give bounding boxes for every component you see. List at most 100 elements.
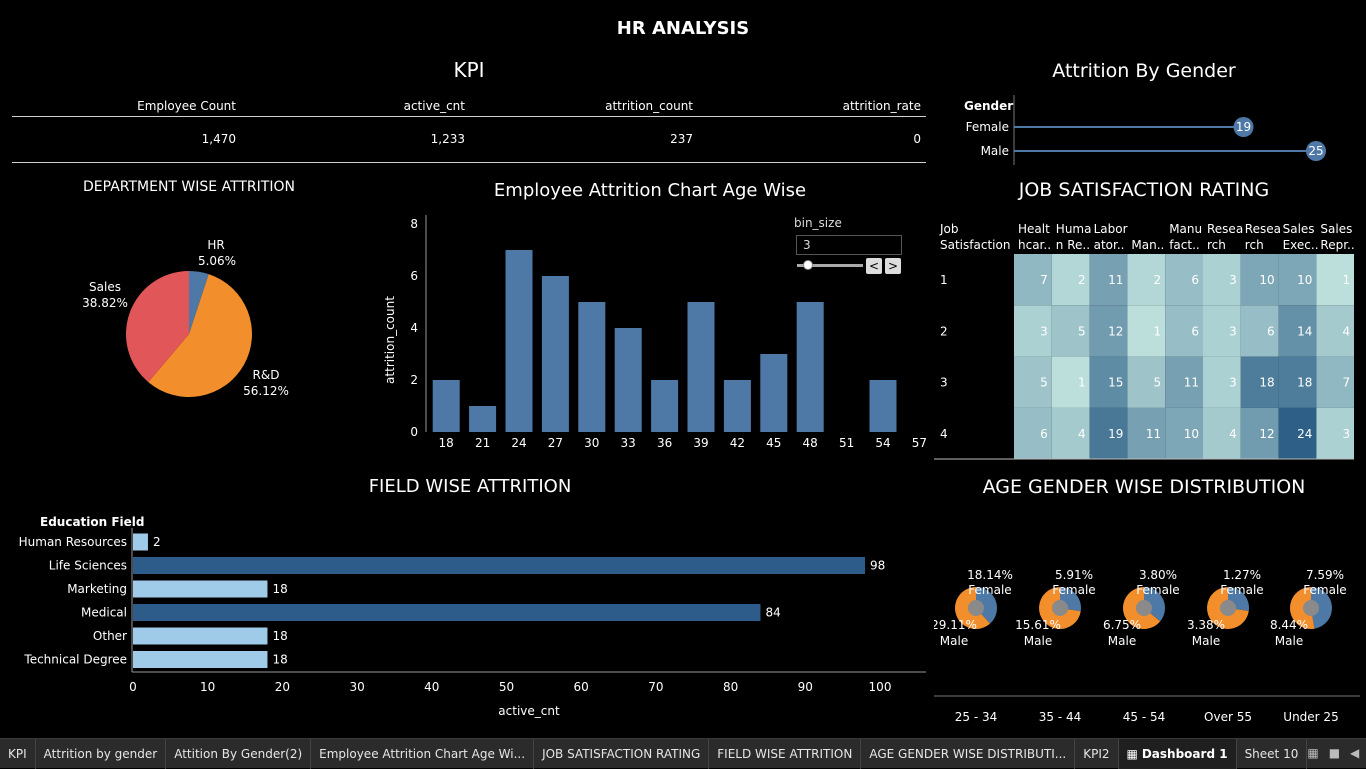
prev-sheet-icon[interactable]: ◀ (1350, 746, 1360, 760)
field-bar[interactable] (133, 604, 761, 621)
heatmap-cell[interactable] (1014, 254, 1052, 306)
bin-size-input[interactable]: 3 (796, 235, 902, 255)
field-bar[interactable] (133, 627, 268, 645)
tab-sheet-10[interactable]: Sheet 10 (1237, 738, 1308, 769)
heatmap-cell[interactable] (1127, 305, 1166, 357)
age-bar[interactable] (469, 406, 497, 432)
heatmap-cell[interactable] (1014, 356, 1052, 408)
age-bar[interactable] (687, 302, 715, 432)
heatmap-cell[interactable] (1127, 356, 1166, 408)
tab-employee-attrition-chart[interactable]: Employee Attrition Chart Age Wi... (311, 738, 535, 769)
age-bar[interactable] (760, 354, 788, 432)
heatmap-cell[interactable] (1165, 305, 1203, 357)
tab-kpi[interactable]: KPI (0, 738, 36, 769)
heatmap-cell[interactable] (1316, 305, 1354, 357)
dept-slice-sales[interactable] (125, 271, 189, 383)
heatmap-cell[interactable] (1316, 254, 1354, 306)
heatmap-cell[interactable] (1278, 305, 1317, 357)
age-gender-slice-female[interactable] (976, 587, 997, 624)
field-bar[interactable] (133, 557, 866, 574)
age-gender-slice-male[interactable] (1290, 587, 1315, 629)
heatmap-cell[interactable] (1278, 356, 1317, 408)
heatmap-cell[interactable] (1240, 254, 1279, 306)
tab-job-satisfaction[interactable]: JOB SATISFACTION RATING (534, 738, 710, 769)
film-strip-icon[interactable]: ▦ (1307, 746, 1319, 760)
heatmap-cell[interactable] (1316, 356, 1354, 408)
heatmap-cell[interactable] (1089, 254, 1128, 306)
age-bar[interactable] (578, 302, 606, 432)
field-category-label: Other (93, 629, 127, 643)
heatmap-cell[interactable] (1051, 356, 1090, 408)
heatmap-cell[interactable] (1278, 407, 1317, 460)
age-bar[interactable] (541, 276, 569, 432)
bin-size-slider-track[interactable] (797, 264, 863, 267)
field-x-tick: 10 (200, 680, 215, 694)
heatmap-cell-value: 10 (1297, 273, 1312, 287)
heatmap-cell[interactable] (1089, 356, 1128, 408)
age-bar[interactable] (432, 380, 460, 432)
heatmap-cell[interactable] (1014, 407, 1052, 460)
tab-dashboard-1[interactable]: ▦ Dashboard 1 (1118, 738, 1237, 769)
heatmap-cell[interactable] (1165, 356, 1203, 408)
heatmap-cell[interactable] (1203, 356, 1241, 408)
heatmap-cell[interactable] (1014, 305, 1052, 357)
heatmap-cell[interactable] (1240, 356, 1279, 408)
heatmap-cell[interactable] (1165, 407, 1203, 460)
tab-attrition-by-gender-2[interactable]: Attition By Gender(2) (166, 738, 312, 769)
field-bar-value: 84 (765, 606, 780, 620)
lollipop-dot-male[interactable] (1306, 141, 1326, 161)
grid-view-icon[interactable]: ■ (1328, 746, 1341, 760)
age-bar[interactable] (651, 380, 679, 432)
age-gender-slice-female[interactable] (1144, 587, 1165, 622)
dept-slice-hr[interactable] (189, 271, 209, 334)
heatmap-cell[interactable] (1165, 254, 1203, 306)
bin-size-prev-button[interactable]: < (866, 258, 882, 274)
heatmap-cell[interactable] (1127, 407, 1166, 460)
age-gender-female-label: Female (1220, 583, 1263, 597)
tab-kpi2[interactable]: KPI2 (1075, 738, 1119, 769)
lollipop-dot-female[interactable] (1233, 117, 1254, 137)
field-x-tick: 100 (869, 680, 892, 694)
age-bar[interactable] (796, 302, 824, 432)
heatmap-cell[interactable] (1127, 254, 1166, 306)
field-bar[interactable] (133, 651, 268, 668)
field-x-tick: 90 (798, 680, 813, 694)
tab-field-wise-attrition[interactable]: FIELD WISE ATTRITION (709, 738, 862, 769)
age-bar[interactable] (505, 250, 533, 432)
tab-age-gender-distribution[interactable]: AGE GENDER WISE DISTRIBUTI... (861, 738, 1076, 769)
heatmap-cell[interactable] (1203, 407, 1241, 460)
kpi-header-employee-count: Employee Count (137, 99, 236, 113)
age-gender-slice-female[interactable] (1311, 587, 1332, 629)
age-bar[interactable] (869, 380, 897, 432)
age-gender-male-label: 3.38% (1187, 618, 1225, 632)
tab-attrition-by-gender[interactable]: Attrition by gender (36, 738, 167, 769)
heatmap-cell[interactable] (1240, 407, 1279, 460)
heatmap-cell[interactable] (1203, 305, 1241, 357)
dashboard-title: HR ANALYSIS (616, 18, 750, 39)
heatmap-cell-value: 3 (1229, 324, 1237, 338)
heatmap-cell-value: 6 (1267, 324, 1275, 338)
bin-size-next-button[interactable]: > (885, 258, 901, 274)
heatmap-cell[interactable] (1240, 305, 1279, 357)
age-gender-female-label: Female (1136, 583, 1179, 597)
heatmap-cell[interactable] (1089, 407, 1128, 460)
age-bar[interactable] (614, 328, 642, 432)
field-bar[interactable] (133, 533, 148, 551)
heatmap-cell-value: 3 (1229, 376, 1237, 390)
field-bar[interactable] (133, 580, 268, 598)
heatmap-cell[interactable] (1051, 254, 1090, 306)
department-pie-chart: HR 5.06% Sales 38.82% R&D 56.12% (82, 238, 289, 398)
dept-label-sales-name: Sales (89, 280, 121, 294)
heatmap-cell[interactable] (1089, 305, 1128, 357)
heatmap-cell[interactable] (1203, 254, 1241, 306)
age-gender-female-label: 18.14% (967, 568, 1013, 582)
age-bar[interactable] (723, 380, 751, 432)
bin-size-slider-handle[interactable] (803, 260, 813, 270)
heatmap-cell[interactable] (1278, 254, 1317, 306)
heatmap-cell[interactable] (1316, 407, 1354, 460)
heatmap-cell[interactable] (1051, 305, 1090, 357)
dept-slice-rd[interactable] (148, 274, 252, 397)
heatmap-cell[interactable] (1051, 407, 1090, 460)
age-gender-male-label: Male (1275, 634, 1303, 648)
